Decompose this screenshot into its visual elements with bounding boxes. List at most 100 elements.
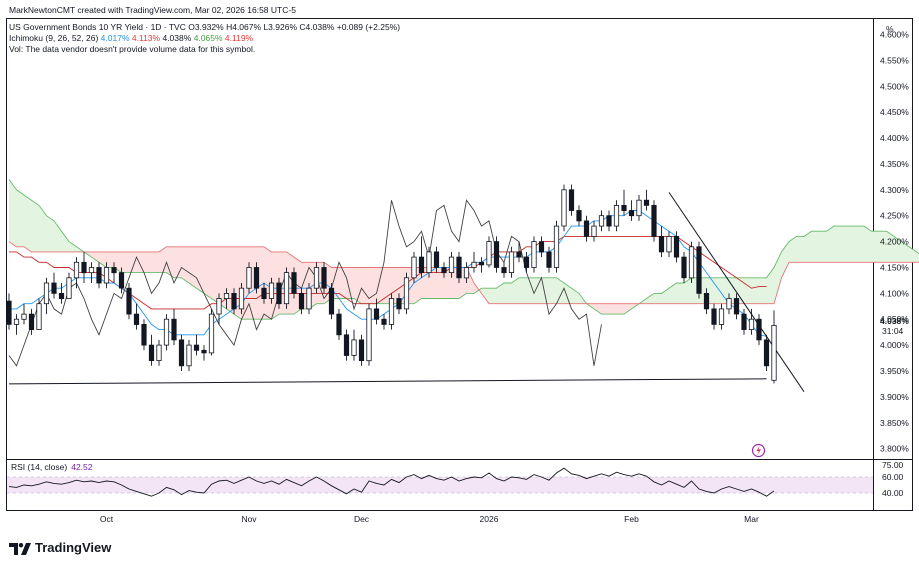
cloud-segment bbox=[894, 236, 902, 263]
candle-body bbox=[718, 308, 725, 325]
candle-body bbox=[396, 298, 402, 310]
cloud-segment bbox=[654, 293, 662, 304]
cloud-segment bbox=[684, 277, 692, 304]
candle-body bbox=[96, 267, 102, 284]
cloud-segment bbox=[189, 246, 197, 289]
candle-body bbox=[163, 318, 170, 346]
cloud-segment bbox=[9, 179, 17, 247]
candle-body bbox=[411, 256, 417, 279]
candle-body bbox=[366, 308, 372, 362]
candle-body bbox=[493, 241, 500, 268]
ohlc-change: +0.089 (+2.25%) bbox=[336, 22, 401, 32]
candle-body bbox=[516, 251, 522, 258]
price-tick-label: 3.900% bbox=[880, 392, 909, 402]
candle-body bbox=[688, 246, 695, 279]
trendlines[interactable] bbox=[8, 192, 805, 392]
candle-body bbox=[703, 292, 710, 310]
cloud-segment bbox=[736, 277, 744, 304]
price-tick-label: 4.000% bbox=[880, 340, 909, 350]
candle-body bbox=[403, 277, 410, 310]
cloud-segment bbox=[166, 246, 174, 278]
candle-body bbox=[58, 292, 65, 299]
candle-body bbox=[441, 267, 447, 274]
price-tick-label: 4.100% bbox=[880, 288, 909, 298]
time-axis[interactable]: Oct Nov Dec 2026 Feb Mar bbox=[100, 514, 759, 524]
price-axis[interactable]: % 4.600%4.550%4.500%4.450%4.400%4.350%4.… bbox=[880, 24, 909, 454]
time-axis-label: Nov bbox=[241, 514, 257, 524]
candle-body bbox=[756, 318, 762, 341]
cloud-segment bbox=[571, 288, 579, 304]
candle-body bbox=[328, 287, 335, 315]
cloud-segment bbox=[819, 231, 827, 263]
time-axis-label: Feb bbox=[624, 514, 639, 524]
senkou-span-b-line bbox=[8, 241, 919, 305]
cloud-segment bbox=[129, 251, 137, 273]
candle-body bbox=[696, 246, 702, 294]
candle-body bbox=[201, 349, 207, 354]
candle-body bbox=[673, 235, 680, 258]
cloud-segment bbox=[744, 277, 752, 304]
author-line: MarkNewtonCMT created with TradingView.c… bbox=[9, 5, 296, 15]
cloud-segment bbox=[346, 267, 354, 299]
senkou-span-a-line bbox=[8, 179, 919, 320]
candle-body bbox=[553, 225, 560, 268]
cloud-segment bbox=[204, 246, 212, 299]
cloud-segment bbox=[249, 246, 257, 320]
tradingview-logo-icon bbox=[9, 542, 31, 555]
candle-body bbox=[156, 344, 162, 362]
cloud-segment bbox=[826, 226, 834, 263]
cloud-segment bbox=[601, 303, 609, 315]
cloud-segment bbox=[646, 293, 654, 304]
candle-body bbox=[298, 292, 305, 310]
rsi-tick-label: 75.00 bbox=[882, 460, 904, 470]
cloud-segment bbox=[714, 277, 722, 304]
candle-body bbox=[748, 318, 755, 331]
rsi-tick-label: 60.00 bbox=[882, 472, 904, 482]
cloud-segment bbox=[181, 246, 189, 283]
tenkan-value: 4.017% bbox=[100, 33, 130, 43]
ichimoku-cloud bbox=[9, 179, 919, 320]
cloud-segment bbox=[496, 283, 504, 304]
cloud-segment bbox=[841, 226, 849, 263]
candle-body bbox=[231, 292, 237, 310]
candle-body bbox=[628, 210, 635, 217]
price-tick-label: 4.500% bbox=[880, 81, 909, 91]
cloud-segment bbox=[796, 236, 804, 263]
candle-body bbox=[711, 308, 717, 325]
ohlc-close: C4.038% bbox=[299, 22, 335, 32]
price-tick-label: 3.800% bbox=[880, 444, 909, 454]
bar-countdown: 31:04 bbox=[882, 326, 904, 336]
candle-body bbox=[501, 267, 507, 274]
ichimoku-title: Ichimoku (9, 26, 52, 26) bbox=[9, 33, 99, 43]
cloud-segment bbox=[174, 246, 182, 278]
candle-body bbox=[651, 204, 657, 237]
rsi-pane[interactable]: RSI (14, close) 42.52 75.00 60.00 40.00 bbox=[7, 460, 904, 498]
candle-body bbox=[43, 282, 50, 305]
candle-body bbox=[336, 313, 342, 336]
candle-body bbox=[66, 277, 72, 299]
price-pane[interactable] bbox=[6, 179, 919, 392]
ichimoku-legend[interactable]: Ichimoku (9, 26, 52, 26) 4.017% 4.113% 4… bbox=[9, 33, 253, 44]
symbol-legend[interactable]: US Government Bonds 10 YR Yield · 1D · T… bbox=[9, 22, 400, 33]
candle-body bbox=[726, 298, 732, 310]
ohlc-low: L3.926% bbox=[263, 22, 298, 32]
candle-body bbox=[313, 267, 320, 289]
ohlc-high: H4.067% bbox=[226, 22, 262, 32]
senkou-b-value: 4.119% bbox=[224, 33, 254, 43]
candle-body bbox=[193, 344, 200, 351]
cloud-segment bbox=[361, 267, 369, 304]
cloud-segment bbox=[541, 277, 549, 304]
candle-body bbox=[463, 267, 470, 279]
candle-body bbox=[238, 287, 245, 310]
alert-icon[interactable] bbox=[751, 443, 766, 458]
cloud-segment bbox=[721, 277, 729, 304]
cloud-segment bbox=[669, 283, 677, 304]
volume-note: Vol: The data vendor doesn't provide vol… bbox=[9, 44, 256, 54]
rsi-tick-label: 40.00 bbox=[882, 488, 904, 498]
cloud-segment bbox=[144, 251, 152, 273]
candle-body bbox=[771, 324, 777, 381]
cloud-segment bbox=[391, 267, 399, 304]
tradingview-brand[interactable]: TradingView bbox=[9, 540, 111, 555]
candle-body bbox=[186, 344, 192, 367]
cloud-segment bbox=[376, 267, 384, 304]
